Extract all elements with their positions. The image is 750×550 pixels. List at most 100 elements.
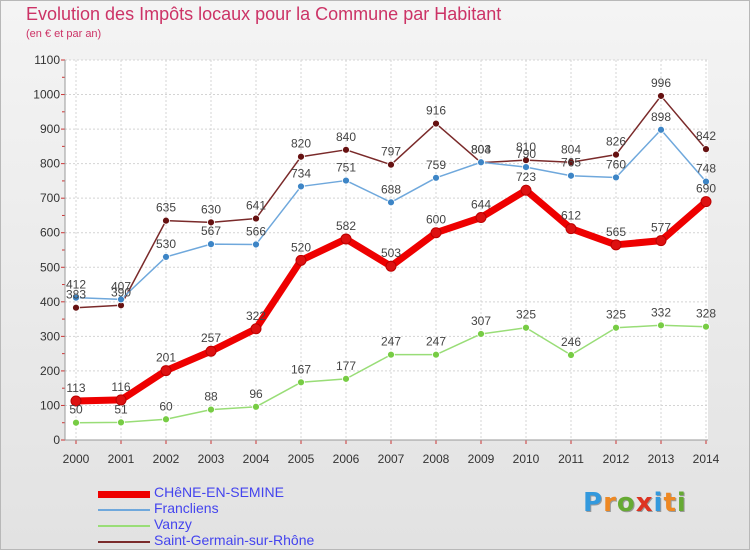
- brand-letter: r: [603, 488, 617, 518]
- legend-swatch: [98, 525, 150, 527]
- data-label: 690: [696, 182, 716, 196]
- data-point: [702, 145, 710, 154]
- data-label: 566: [246, 224, 266, 238]
- data-point: [612, 173, 620, 182]
- data-label: 530: [156, 237, 176, 251]
- x-tick-label: 2008: [423, 452, 450, 466]
- chart-title: Evolution des Impôts locaux pour la Comm…: [26, 4, 502, 24]
- data-label: 503: [381, 246, 401, 260]
- data-label: 748: [696, 162, 716, 176]
- y-tick-label: 800: [40, 157, 60, 171]
- data-label: 826: [606, 135, 626, 149]
- data-label: 407: [111, 279, 131, 293]
- data-label: 842: [696, 129, 716, 143]
- y-tick-label: 400: [40, 295, 60, 309]
- data-label: 612: [561, 209, 581, 223]
- x-tick-label: 2006: [333, 452, 360, 466]
- data-point: [207, 405, 215, 414]
- x-tick-label: 2011: [558, 452, 584, 466]
- data-label: 325: [606, 308, 626, 322]
- data-point: [567, 351, 575, 359]
- data-point: [655, 235, 667, 247]
- data-point: [297, 182, 305, 191]
- data-label: 790: [516, 147, 536, 161]
- legend-label: Vanzy: [154, 516, 192, 532]
- data-point: [612, 323, 620, 332]
- data-label: 641: [246, 199, 266, 213]
- y-tick-label: 700: [40, 191, 60, 205]
- data-label: 688: [381, 182, 401, 196]
- data-point: [385, 260, 397, 272]
- data-label: 322: [246, 309, 266, 323]
- data-point: [522, 323, 530, 332]
- data-point: [72, 293, 80, 302]
- data-point: [340, 233, 352, 245]
- data-label: 177: [336, 359, 356, 373]
- data-point: [342, 374, 350, 383]
- data-point: [342, 145, 350, 154]
- data-label: 412: [66, 278, 86, 292]
- data-label: 257: [201, 331, 221, 345]
- data-label: 60: [159, 399, 173, 413]
- x-tick-label: 2009: [468, 452, 495, 466]
- data-point: [297, 378, 305, 387]
- data-point: [207, 218, 215, 227]
- data-point: [252, 402, 260, 411]
- data-point: [567, 158, 575, 167]
- data-label: 840: [336, 130, 356, 144]
- data-point: [207, 240, 215, 249]
- y-tick-label: 1100: [34, 53, 60, 67]
- y-tick-label: 900: [40, 122, 60, 136]
- data-point: [657, 321, 665, 330]
- data-point: [162, 216, 170, 225]
- data-label: 565: [606, 225, 626, 239]
- data-point: [72, 303, 80, 312]
- brand-letter: i: [676, 488, 687, 518]
- data-label: 644: [471, 198, 491, 212]
- data-label: 167: [291, 362, 311, 376]
- data-point: [657, 92, 665, 100]
- data-label: 113: [66, 381, 85, 395]
- data-point: [702, 177, 710, 186]
- data-label: 577: [651, 221, 671, 235]
- data-point: [387, 350, 395, 359]
- x-tick-label: 2007: [378, 452, 405, 466]
- data-point: [522, 163, 530, 171]
- data-point: [297, 152, 305, 161]
- data-label: 765: [561, 156, 581, 170]
- data-point: [205, 345, 217, 357]
- data-point: [117, 418, 125, 427]
- data-point: [475, 212, 487, 224]
- data-label: 635: [156, 201, 176, 215]
- data-label: 307: [471, 314, 491, 328]
- data-point: [430, 227, 442, 239]
- data-label: 247: [381, 335, 401, 349]
- y-tick-label: 200: [40, 364, 60, 378]
- data-label: 88: [204, 390, 218, 404]
- data-label: 898: [651, 110, 671, 124]
- legend-swatch: [98, 541, 150, 543]
- data-label: 803: [471, 143, 491, 157]
- data-point: [387, 160, 395, 169]
- data-label: 804: [561, 142, 581, 156]
- legend-label: Francliens: [154, 500, 219, 516]
- plot-area: [65, 60, 708, 440]
- data-label: 810: [516, 140, 536, 154]
- data-label: 996: [651, 76, 671, 90]
- data-point: [162, 415, 170, 424]
- x-tick-label: 2005: [288, 452, 315, 466]
- data-label: 332: [651, 305, 671, 319]
- data-point: [250, 323, 262, 335]
- data-label: 325: [516, 308, 536, 322]
- brand-letter: t: [663, 488, 677, 518]
- brand-logo: Proxiti: [583, 488, 687, 518]
- data-label: 760: [606, 157, 626, 171]
- data-point: [72, 418, 80, 427]
- y-tick-label: 1000: [33, 88, 60, 102]
- data-point: [657, 125, 665, 134]
- data-point: [252, 240, 260, 249]
- data-label: 759: [426, 158, 446, 172]
- data-label: 582: [336, 219, 356, 233]
- y-tick-label: 500: [40, 260, 60, 274]
